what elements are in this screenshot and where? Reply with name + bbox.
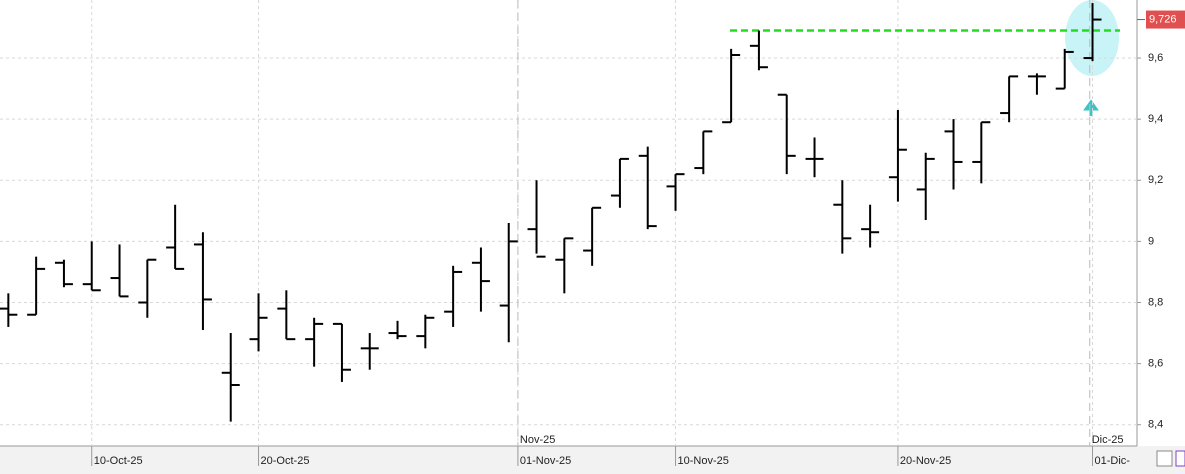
x-tick-label: 01-Dic-	[1095, 455, 1131, 467]
y-tick-label: 8,6	[1148, 358, 1163, 370]
last-price-label: 9,726	[1149, 13, 1177, 25]
scroll-button[interactable]	[1156, 450, 1173, 467]
last-price-box	[1146, 10, 1185, 29]
month-label: Dic-25	[1092, 434, 1124, 446]
y-tick-label: 8,8	[1148, 296, 1163, 308]
y-tick-label: 9	[1148, 235, 1154, 247]
x-axis-band	[0, 446, 1185, 474]
y-tick-label: 9,2	[1148, 174, 1163, 186]
x-tick-label: 10-Nov-25	[678, 455, 729, 467]
y-tick-label: 9,4	[1148, 113, 1163, 125]
y-tick-label: 9,6	[1148, 52, 1163, 64]
panel-button[interactable]	[1175, 450, 1185, 467]
y-tick-label: 8,4	[1148, 419, 1163, 431]
month-label: Nov-25	[520, 434, 555, 446]
x-tick-label: 01-Nov-25	[520, 455, 571, 467]
up-arrow	[1083, 99, 1099, 116]
x-tick-label: 10-Oct-25	[94, 455, 143, 467]
x-tick-label: 20-Nov-25	[900, 455, 951, 467]
x-tick-label: 20-Oct-25	[261, 455, 310, 467]
